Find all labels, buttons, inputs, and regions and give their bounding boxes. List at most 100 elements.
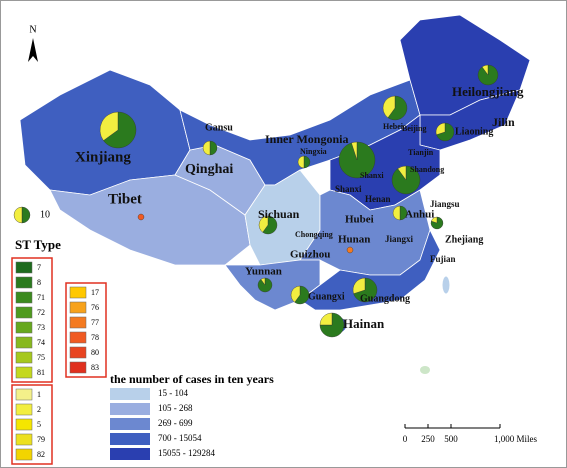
pie-slice [387,95,408,121]
legend-label: 15055 - 129284 [158,448,215,458]
region-label: Guangdong [360,293,410,304]
legend-swatch [69,301,87,314]
legend-label: 105 - 268 [158,403,193,413]
legend-label: 5 [37,420,41,429]
legend-swatch [15,261,33,274]
pie [257,277,273,293]
pie-charts [13,64,499,338]
scale-label: 1,000 Miles [494,434,537,444]
region-label: Chongqing [295,230,333,239]
legend-swatch [69,346,87,359]
region-label: Heilongjiang [452,84,524,99]
legend-label: 7 [37,263,41,272]
region-label: Tianjin [408,148,434,157]
pie [338,141,376,179]
region-label: Sichuan [258,207,300,221]
region-label: Beijing [402,124,426,133]
legend-group-box [11,384,53,465]
legend-label: 15 - 104 [158,388,188,398]
region-label: Anhui [405,209,434,221]
pie [382,95,408,121]
pie [391,165,421,195]
region-label: Guangxi [308,291,345,302]
pie [99,111,137,149]
region-label: Henan [365,194,391,204]
legend-swatch [110,448,150,460]
legend-label: 79 [37,435,45,444]
pie [435,122,455,142]
pie-slice [430,216,444,230]
legend-swatch [110,433,150,445]
legend-swatch [110,403,150,415]
island [441,275,451,295]
pie-slice [260,277,266,286]
pie-slice [435,122,446,136]
legend-swatch [15,276,33,289]
pie-slice [392,205,401,221]
region-label: Fujian [430,254,456,264]
region-label: Yunnan [245,266,282,278]
region-label: Shanxi [335,184,362,194]
hunan-marker [346,246,354,254]
scale-label: 250 [421,434,435,444]
pie-slice [399,205,408,221]
legend-label: 80 [91,348,99,357]
region-label: Jiangsu [430,199,460,209]
legend-group-box [11,257,53,383]
legend-title: ST Type [15,237,61,252]
legend-swatch [15,388,33,401]
pie-slice [202,140,211,156]
legend-label: 83 [91,363,99,372]
region-label: Xinjiang [75,149,131,165]
legend-swatch [69,331,87,344]
region-label: Hunan [338,234,370,246]
legend-swatch [110,418,150,430]
legend-label: 75 [37,353,45,362]
legend-label: 8 [37,278,41,287]
north-label: N [29,24,36,35]
legend-label: 76 [91,303,99,312]
pie-slice [13,206,23,224]
region-label: Qinghai [185,162,233,177]
legend-label: 77 [91,318,99,327]
legend-swatch [15,448,33,461]
arrow [28,38,38,62]
pie-slice [103,111,137,149]
region-label: Liaoning [455,126,493,137]
legend-label: 17 [91,288,99,297]
province [299,228,441,311]
pie-slice [258,215,269,233]
region-label: Jiangxi [385,234,414,244]
legend-swatch [15,418,33,431]
legend-title: the number of cases in ten years [110,372,274,386]
pie-slice [290,285,301,303]
pie-slice [21,206,31,224]
legend-swatch [15,336,33,349]
pie [202,140,218,156]
legend-label: 72 [37,308,45,317]
region-label: Hubei [345,214,374,226]
legend-label: 81 [37,368,45,377]
pie-size-label: 10 [40,209,50,220]
pie [319,312,345,338]
region-label: Inner Mongonia [265,132,348,146]
pie-slice [352,277,366,294]
legend-swatch [15,433,33,446]
pie [290,285,310,305]
pie-slice [481,64,489,76]
legend-group-box [65,282,107,378]
legend-swatch [110,388,150,400]
legend-swatch [15,321,33,334]
pie-slice [382,95,396,118]
region-label: Shandong [410,165,444,174]
legend-swatch [15,366,33,379]
legend-swatch [69,361,87,374]
pie-slice [303,155,311,169]
region-label: Guizhou [290,249,330,261]
pie-slice [431,216,438,224]
legend-swatch [15,306,33,319]
legend-label: 2 [37,405,41,414]
legend-swatch [69,316,87,329]
legend-label: 74 [37,338,45,347]
